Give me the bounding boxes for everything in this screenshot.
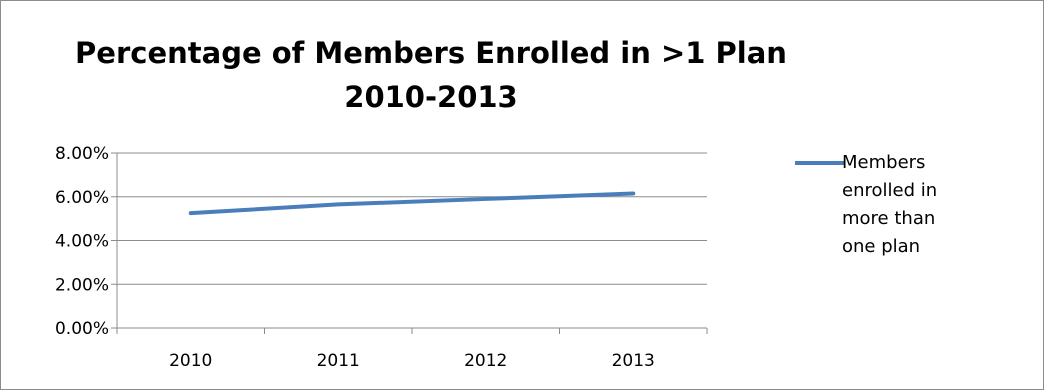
legend-label-line-2: enrolled in (842, 180, 938, 201)
x-tick-label: 2012 (464, 351, 507, 371)
legend-label-line-3: more than (842, 208, 936, 229)
y-tick-label: 8.00% (55, 144, 109, 164)
chart-title: Percentage of Members Enrolled in >1 Pla… (1, 31, 861, 119)
chart-title-line-2: 2010-2013 (344, 80, 518, 114)
y-tick-label: 6.00% (55, 188, 109, 208)
legend-label-line-4: one plan (842, 236, 921, 257)
y-tick-label: 0.00% (55, 319, 109, 339)
y-tick-label: 4.00% (55, 232, 109, 252)
legend-swatch (795, 161, 845, 165)
legend-label: Members enrolled in more than one plan (842, 149, 972, 261)
series-line (188, 191, 636, 216)
x-tick-label: 2013 (612, 351, 655, 371)
chart-title-line-1: Percentage of Members Enrolled in >1 Pla… (75, 36, 787, 70)
y-tick-label: 2.00% (55, 275, 109, 295)
x-tick-label: 2010 (169, 351, 212, 371)
x-tick-label: 2011 (317, 351, 360, 371)
legend-label-line-1: Members (842, 152, 926, 173)
